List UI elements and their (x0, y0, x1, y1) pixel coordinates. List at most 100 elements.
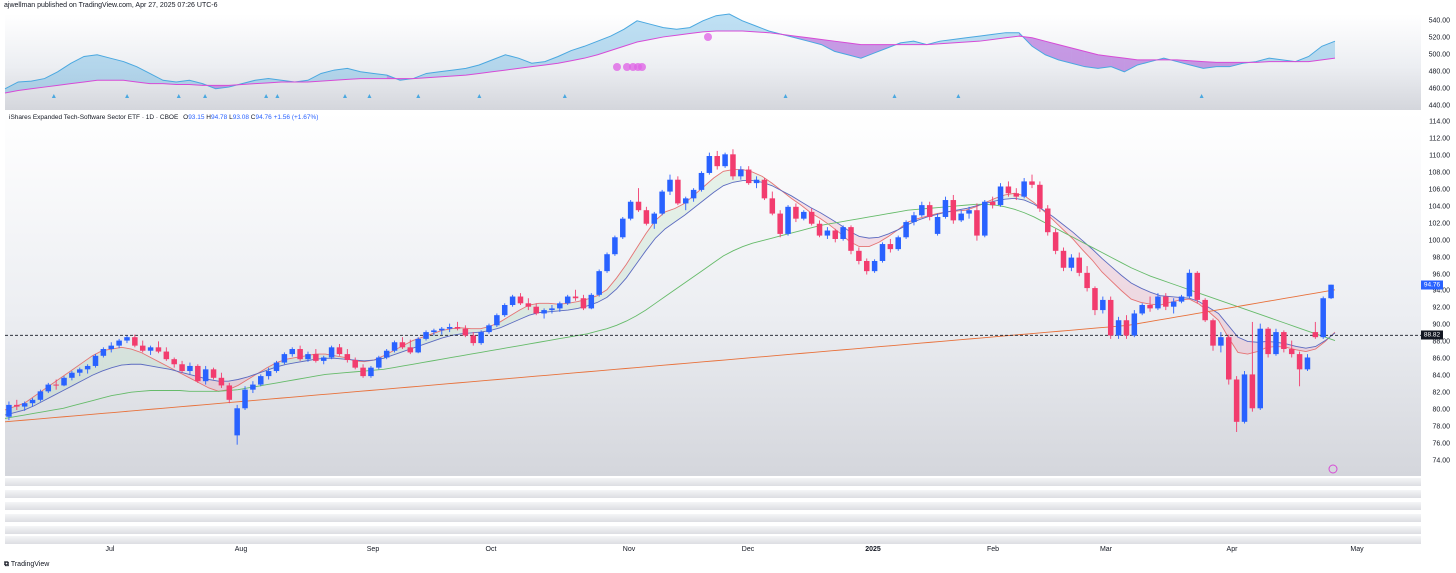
ribbon-fill (878, 233, 889, 243)
candle-body (1084, 272, 1090, 289)
candle-body (478, 332, 484, 344)
price-tick-label: 100.00 (1428, 237, 1450, 245)
signal-marker-icon (125, 94, 130, 98)
signal-marker-icon (203, 94, 208, 98)
candle-body (187, 365, 193, 372)
candle-body (982, 201, 988, 236)
candle-body (919, 205, 925, 216)
candle-body (517, 296, 524, 304)
candle-body (533, 306, 539, 314)
ribbon-fill (684, 194, 695, 216)
indicator-strip-2[interactable] (5, 490, 1421, 498)
candle-body (580, 298, 587, 309)
ribbon-fill (694, 186, 704, 208)
candle-body (643, 210, 650, 224)
candle-body (871, 260, 878, 272)
ribbon-fill (791, 195, 802, 206)
candle-body (942, 200, 949, 217)
main-price-axis[interactable]: 114.00 112.00 110.00 108.00 106.00 104.00 102.… (1421, 112, 1456, 476)
time-axis-label: May (1350, 546, 1364, 553)
ribbon-fill (1169, 296, 1180, 303)
signal-marker-icon (51, 94, 56, 98)
oscillator-bear-fill (834, 41, 848, 55)
candle-body (903, 222, 909, 238)
candle-body (273, 362, 280, 372)
price-tick-label: 102.00 (1428, 220, 1450, 228)
price-tick-label: 114.00 (1429, 118, 1450, 126)
candle-body (604, 254, 610, 272)
ribbon-fill (121, 347, 132, 366)
tradingview-logo-icon: ⧉ (4, 561, 9, 568)
ribbon-fill (1218, 313, 1229, 338)
candle-body (1249, 374, 1256, 409)
candle-body (1218, 337, 1224, 346)
candle-body (69, 372, 75, 378)
open-value: 93.15 (188, 114, 205, 121)
candle-body (29, 399, 36, 404)
candle-body (423, 332, 429, 339)
candle-body (242, 389, 248, 409)
candle-body (848, 227, 854, 251)
oscillator-bear-fill (1124, 58, 1138, 72)
candle-body (1210, 320, 1216, 346)
ribbon-fill (597, 289, 607, 303)
candle-body (620, 218, 626, 238)
candle-body (895, 237, 901, 250)
signal-marker-icon (275, 94, 280, 98)
candle-body (958, 213, 964, 221)
moving-average-sma_mid (4, 203, 1336, 419)
candle-body (431, 330, 437, 333)
candle-body (1068, 257, 1075, 268)
candle-body (21, 403, 28, 407)
candle-body (730, 154, 736, 177)
candle-body (1281, 332, 1287, 350)
ribbon-fill (636, 233, 646, 265)
candle-body (1139, 305, 1145, 314)
price-tick-label: 80.00 (1432, 406, 1450, 414)
candle-body (313, 354, 319, 361)
candle-body (816, 223, 823, 236)
indicator-strip-4[interactable] (5, 514, 1421, 522)
signal-marker-icon (477, 94, 482, 98)
signal-marker-icon (562, 94, 567, 98)
candle-body (328, 347, 335, 358)
time-axis-label: Sep (366, 546, 380, 553)
candle-body (1328, 284, 1334, 299)
candle-body (368, 367, 374, 377)
signal-marker-icon (956, 94, 961, 98)
indicator-strip-3[interactable] (5, 502, 1421, 510)
indicator-strip-6[interactable] (5, 536, 1421, 544)
symbol-legend[interactable]: iShares Expanded Tech-Software Sector ET… (9, 114, 318, 121)
low-value: 93.08 (232, 114, 249, 121)
indicator-strip-1[interactable] (5, 478, 1421, 486)
indicator-strip-5[interactable] (5, 526, 1421, 534)
candle-body (1170, 301, 1177, 307)
candle-body (124, 337, 130, 341)
oscillator-tick-label: 480.00 (1428, 68, 1450, 76)
candle-body (950, 200, 957, 221)
ribbon-fill (1092, 249, 1103, 272)
candle-body (1123, 320, 1130, 336)
candle-body (1021, 181, 1027, 197)
candle-body (439, 328, 445, 331)
price-tick-label: 76.00 (1432, 440, 1450, 448)
candle-body (501, 305, 508, 316)
candle-body (785, 206, 791, 234)
candle-body (1194, 272, 1201, 300)
main-chart-panel[interactable] (5, 112, 1421, 476)
oscillator-bear-fill (1216, 62, 1230, 67)
candle-body (698, 172, 705, 190)
candle-body (320, 357, 327, 361)
candle-body (376, 357, 382, 368)
candle-body (218, 377, 225, 386)
candle-body (1226, 337, 1232, 380)
oscillator-panel[interactable] (5, 14, 1421, 110)
ribbon-fill (645, 220, 656, 251)
oscillator-line-slow (4, 30, 1336, 94)
highlight-dot-icon (623, 63, 631, 71)
candle-body (462, 328, 469, 336)
oscillator-price-axis[interactable]: 540.00 520.00 500.00 480.00 460.00 440.00 (1421, 14, 1456, 110)
oscillator-tick-label: 500.00 (1428, 51, 1450, 59)
ribbon-fill (393, 345, 404, 355)
